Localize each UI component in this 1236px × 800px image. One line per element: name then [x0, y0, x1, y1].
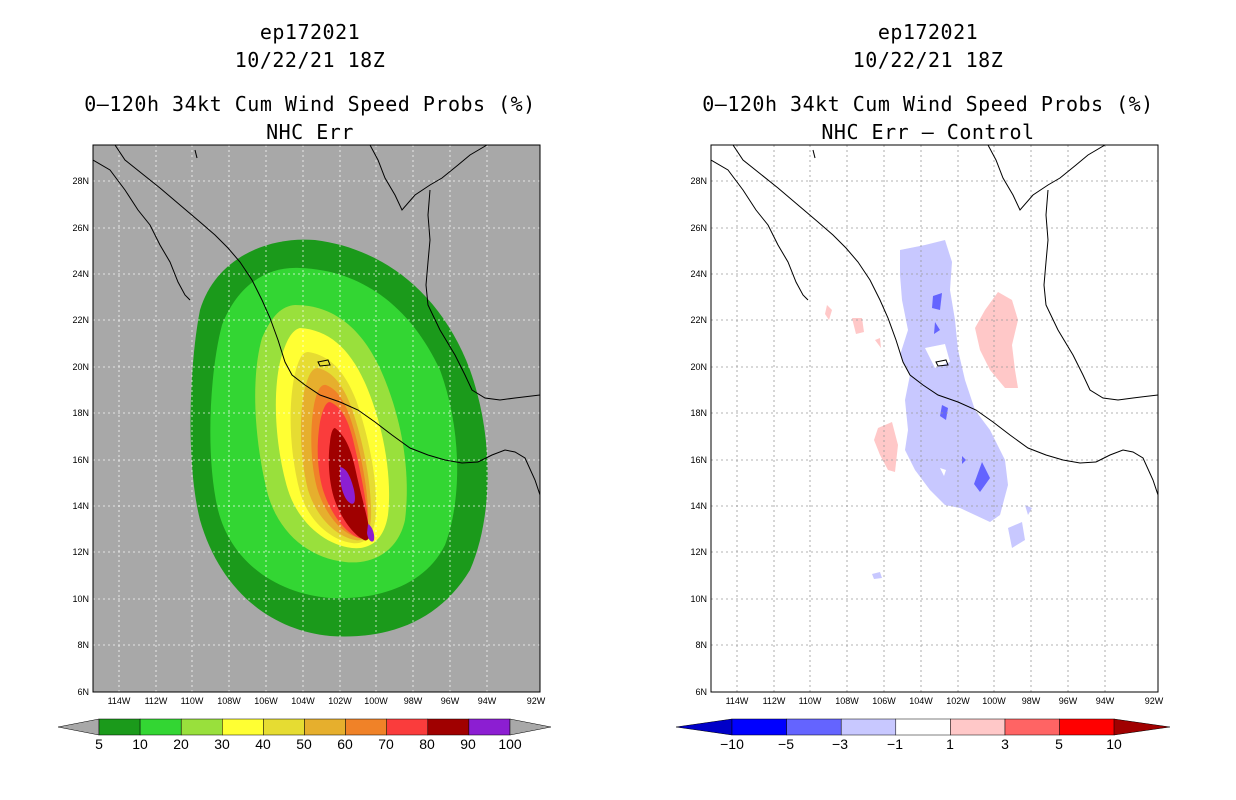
- left-title: 0–120h 34kt Cum Wind Speed Probs (%): [84, 92, 536, 116]
- diff-neg-main: [900, 240, 1008, 522]
- diff-pos-left: [874, 422, 898, 472]
- diff-white-hole-b: [940, 468, 946, 476]
- contour-90-b: [367, 524, 375, 542]
- diff-neg-tiny: [872, 572, 882, 579]
- right-subtitle: NHC Err – Control: [821, 120, 1035, 144]
- diff-neg-5e: [962, 456, 966, 464]
- right-difference-contours: [825, 240, 1032, 579]
- left-grid: [93, 145, 540, 692]
- diff-pos-small: [852, 318, 864, 334]
- diff-neg-small: [1008, 522, 1025, 548]
- right-coastline: [711, 145, 1158, 496]
- diff-neg-5d: [974, 462, 990, 492]
- left-storm-id: ep172021: [259, 20, 361, 44]
- diff-neg-5b: [934, 322, 940, 334]
- diff-neg-5a: [932, 293, 942, 310]
- diff-neg-tiny-b: [1025, 505, 1032, 515]
- right-storm-id: ep172021: [877, 20, 979, 44]
- left-coastline: [93, 145, 540, 496]
- diff-white-hole-a: [925, 344, 950, 368]
- right-datetime: 10/22/21 18Z: [852, 48, 1004, 72]
- contour-90: [340, 467, 355, 504]
- diff-pos-tiny: [825, 305, 832, 320]
- left-subtitle: NHC Err: [266, 120, 354, 144]
- left-probability-contours: [190, 239, 488, 637]
- left-datetime: 10/22/21 18Z: [234, 48, 386, 72]
- diff-neg-5c: [940, 405, 948, 420]
- diff-pos-tiny-b: [875, 338, 881, 348]
- right-title: 0–120h 34kt Cum Wind Speed Probs (%): [702, 92, 1154, 116]
- diff-pos-main: [975, 292, 1018, 388]
